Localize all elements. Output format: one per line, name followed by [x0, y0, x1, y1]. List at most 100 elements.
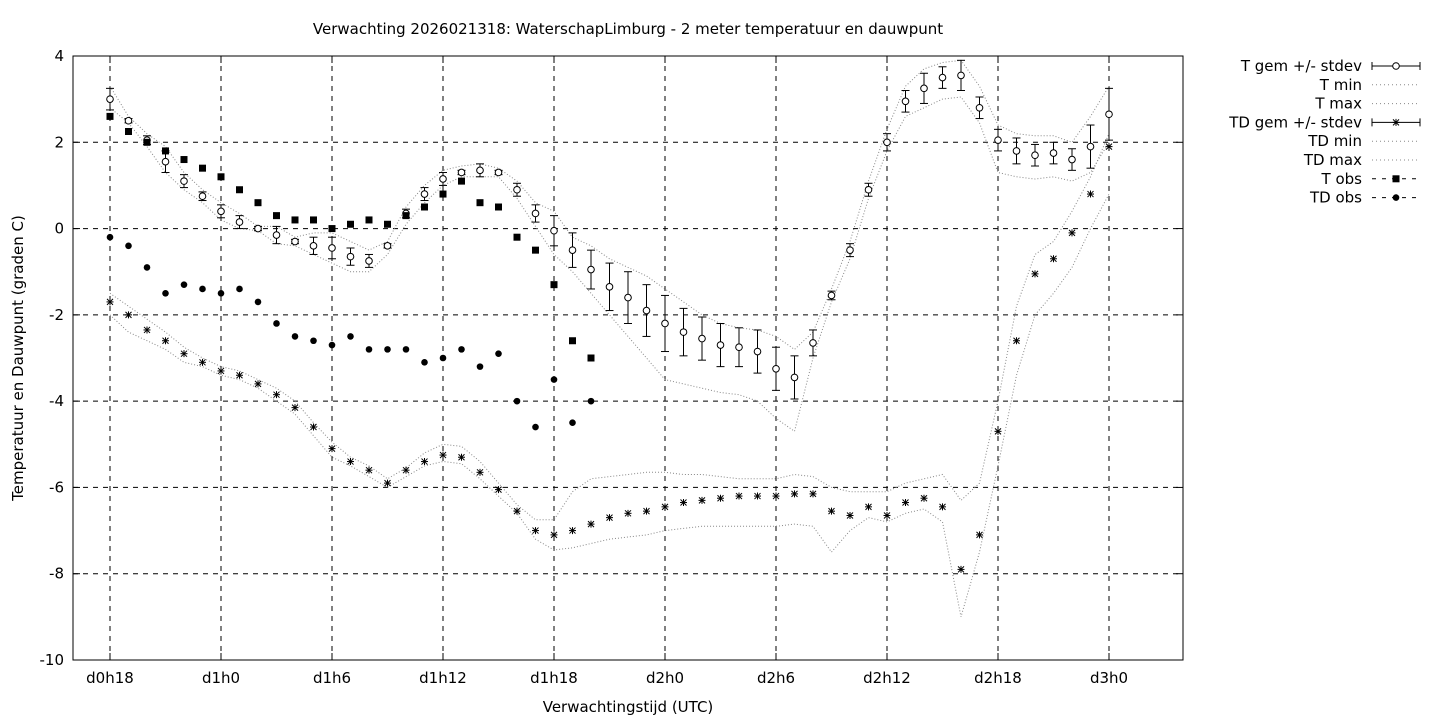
- star-marker: [606, 514, 613, 522]
- y-tick-label: -6: [49, 478, 64, 496]
- star-marker: [624, 509, 632, 517]
- circle-marker: [957, 71, 965, 80]
- star-marker: [680, 499, 687, 507]
- circle-marker: [457, 168, 466, 177]
- star-marker: [828, 507, 835, 515]
- star-marker: [365, 466, 373, 474]
- circle-marker: [420, 190, 429, 198]
- series-td-min: [109, 193, 1110, 618]
- square-marker: [476, 199, 484, 207]
- circle-marker: [161, 157, 170, 166]
- series-td-obs: [106, 233, 595, 431]
- plot-border: [72, 55, 1184, 661]
- dot-marker: [143, 264, 151, 271]
- circle-marker: [809, 339, 817, 347]
- circle-marker: [291, 237, 299, 246]
- x-tick-label: d2h18: [974, 669, 1022, 687]
- legend-item: TD gem +/- stdev: [1228, 113, 1421, 131]
- y-tick-label: 2: [54, 133, 64, 151]
- series-t-obs: [106, 112, 595, 362]
- circle-marker: [1105, 110, 1113, 119]
- star-marker: [1087, 190, 1094, 198]
- y-tick-label: 0: [54, 220, 64, 238]
- circle-marker: [772, 364, 780, 373]
- dot-marker: [310, 337, 317, 345]
- square-marker: [310, 216, 317, 224]
- x-tick-label: d2h6: [757, 669, 795, 687]
- circle-marker: [272, 231, 281, 239]
- star-marker: [402, 466, 410, 474]
- x-tick-label: d2h0: [646, 669, 684, 687]
- star-marker: [772, 492, 780, 500]
- legend-label: TD gem +/- stdev: [1228, 113, 1362, 131]
- dot-marker: [365, 346, 373, 353]
- dot-marker: [476, 363, 484, 370]
- circle-marker: [716, 341, 725, 349]
- circle-marker: [513, 185, 521, 194]
- circle-marker: [124, 116, 133, 125]
- circle-marker: [309, 242, 318, 250]
- dot-marker: [328, 341, 336, 349]
- square-marker: [365, 216, 373, 224]
- x-tick-label: d3h0: [1090, 669, 1128, 687]
- star-marker: [476, 468, 484, 476]
- star-marker: [180, 350, 188, 358]
- legend-item: T max: [1314, 95, 1420, 113]
- circle-marker: [494, 168, 503, 177]
- legend-label: TD max: [1303, 151, 1362, 169]
- square-marker: [217, 173, 225, 181]
- star-marker: [550, 531, 558, 539]
- square-marker: [458, 177, 465, 185]
- square-marker: [550, 281, 558, 289]
- square-marker: [439, 190, 447, 198]
- dot-marker: [550, 376, 558, 383]
- y-tick-label: -2: [49, 306, 64, 324]
- star-marker: [1050, 255, 1057, 263]
- star-marker: [513, 507, 521, 515]
- circle-marker: [346, 252, 355, 261]
- dot-marker: [402, 346, 410, 353]
- circle-marker: [846, 246, 854, 254]
- circle-marker: [235, 218, 244, 226]
- star-marker: [957, 565, 965, 573]
- star-marker: [199, 358, 206, 366]
- star-marker: [587, 520, 595, 528]
- square-marker: [236, 186, 243, 194]
- circle-marker: [883, 138, 891, 147]
- legend-label: T min: [1319, 76, 1362, 94]
- circle-marker: [735, 343, 743, 352]
- min-max-bands: [109, 59, 1110, 618]
- dot-marker: [347, 333, 354, 340]
- dot-marker: [106, 233, 114, 241]
- star-marker: [661, 503, 669, 511]
- legend-item: T obs: [1321, 170, 1420, 188]
- dot-marker: [180, 281, 188, 288]
- star-marker: [883, 511, 891, 519]
- circle-marker: [568, 246, 577, 254]
- legend-label: TD obs: [1309, 189, 1362, 207]
- star-marker: [125, 311, 132, 319]
- circle-marker: [254, 224, 262, 233]
- star-marker: [439, 451, 447, 459]
- star-marker: [1013, 337, 1020, 345]
- star-marker: [902, 499, 909, 507]
- star-marker: [458, 453, 465, 461]
- x-tick-label: d0h18: [86, 669, 134, 687]
- square-marker: [513, 233, 521, 241]
- dot-marker: [273, 320, 280, 327]
- star-marker: [254, 380, 262, 388]
- star-marker: [569, 527, 576, 535]
- dot-marker: [513, 397, 521, 405]
- dot-marker: [236, 285, 243, 293]
- star-marker: [865, 503, 872, 511]
- circle-marker: [439, 175, 447, 183]
- series-td-max: [109, 133, 1110, 521]
- y-tick-label: -10: [40, 651, 65, 669]
- x-tick-label: d1h18: [530, 669, 578, 687]
- star-marker: [217, 367, 225, 375]
- legend-label: T max: [1314, 95, 1362, 113]
- star-marker: [1068, 229, 1076, 237]
- square-marker: [569, 337, 576, 345]
- square-marker: [328, 225, 336, 233]
- square-marker: [199, 164, 206, 172]
